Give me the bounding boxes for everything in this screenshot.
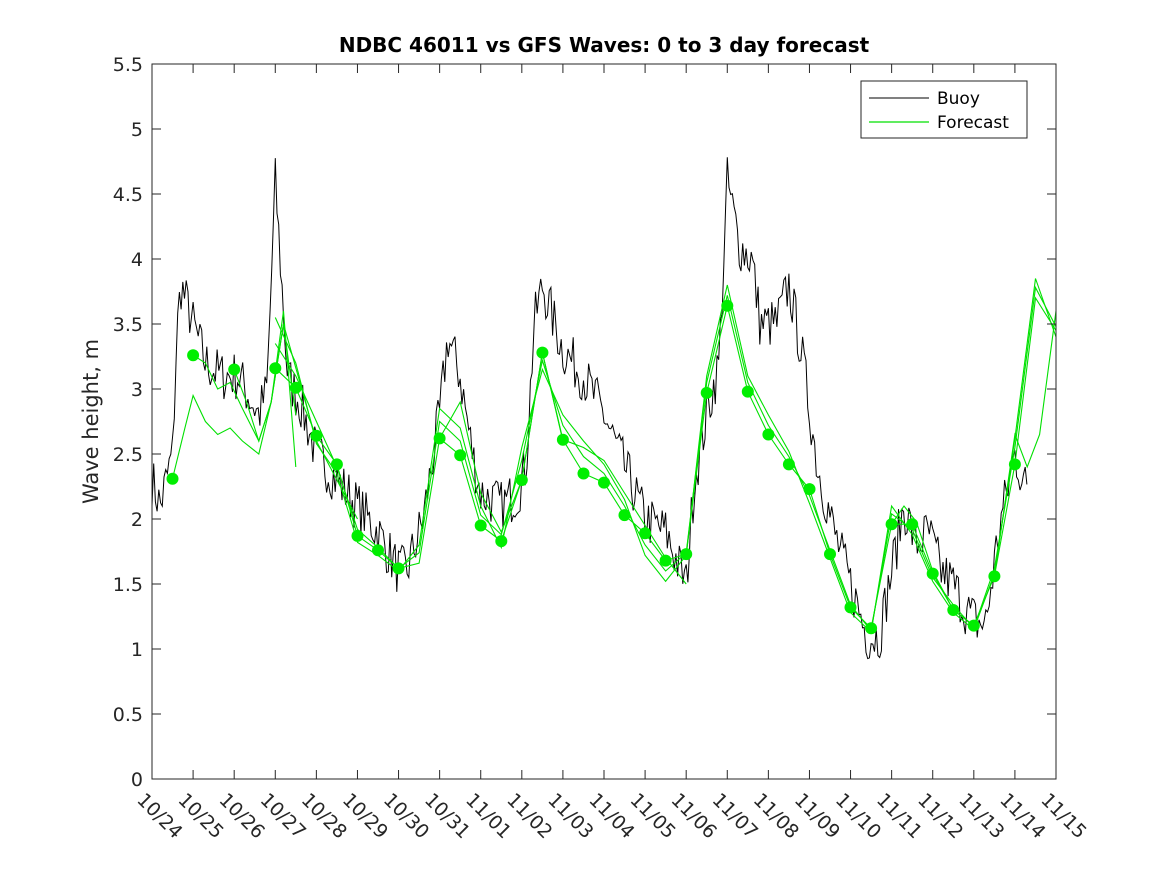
- forecast-marker: [166, 472, 179, 485]
- forecast-marker: [947, 604, 960, 616]
- y-tick-label: 0: [131, 769, 143, 791]
- buoy-line: [151, 157, 1028, 660]
- forecast-marker: [782, 458, 795, 471]
- y-tick-label: 4.5: [113, 184, 143, 206]
- forecast-marker: [1008, 458, 1021, 471]
- forecast-marker: [289, 381, 302, 394]
- forecast-marker: [865, 622, 878, 635]
- forecast-marker: [269, 362, 282, 375]
- y-tick-label: 4: [131, 249, 143, 271]
- forecast-marker: [454, 449, 467, 462]
- legend-box: [860, 80, 1028, 139]
- forecast-marker: [536, 346, 549, 359]
- y-tick-label: 3.5: [113, 314, 143, 336]
- series-layer: [151, 157, 1057, 660]
- forecast-marker: [495, 535, 508, 548]
- legend: Buoy Forecast: [860, 80, 1028, 139]
- forecast-marker: [906, 518, 919, 531]
- forecast-marker: [351, 529, 364, 542]
- forecast-marker: [824, 548, 836, 561]
- forecast-marker: [700, 386, 713, 399]
- forecast-marker: [803, 483, 816, 496]
- forecast-line-9: [993, 310, 1057, 577]
- forecast-marker: [515, 474, 528, 486]
- forecast-marker: [577, 467, 590, 480]
- forecast-marker: [844, 601, 857, 614]
- forecast-marker: [392, 562, 405, 575]
- forecast-line-2: [233, 323, 358, 520]
- forecast-marker: [187, 349, 200, 362]
- legend-forecast-label: Forecast: [937, 113, 1009, 133]
- forecast-marker: [885, 518, 898, 531]
- forecast-marker: [680, 548, 693, 561]
- forecast-marker: [330, 458, 343, 471]
- forecast-marker: [598, 476, 610, 489]
- forecast-marker: [433, 432, 446, 445]
- y-tick-label: 0.5: [113, 704, 143, 726]
- forecast-marker: [372, 544, 384, 557]
- y-tick-label: 3: [131, 379, 143, 401]
- forecast-marker: [310, 429, 323, 442]
- forecast-line-5: [274, 278, 1057, 634]
- forecast-marker: [762, 428, 775, 441]
- forecast-marker: [721, 299, 734, 312]
- y-tick-label: 1: [131, 639, 143, 661]
- forecast-marker: [967, 619, 980, 632]
- y-tick-label: 5.5: [113, 54, 143, 76]
- forecast-marker: [741, 385, 754, 398]
- forecast-marker: [618, 509, 631, 522]
- y-tick-label: 2: [131, 509, 143, 531]
- y-tick-label: 2.5: [113, 444, 143, 466]
- y-tick-label: 5: [131, 119, 143, 141]
- y-tick-label: 1.5: [113, 574, 143, 596]
- forecast-marker: [474, 519, 487, 532]
- chart-title: NDBC 46011 vs GFS Waves: 0 to 3 day fore…: [339, 33, 870, 57]
- forecast-marker: [228, 363, 241, 376]
- forecast-marker: [926, 567, 939, 580]
- forecast-marker: [556, 433, 569, 446]
- forecast-marker: [988, 570, 1001, 583]
- forecast-marker: [639, 527, 652, 540]
- y-axis-label: Wave height, m: [79, 339, 103, 504]
- forecast-marker: [659, 554, 672, 567]
- legend-buoy-label: Buoy: [937, 89, 980, 109]
